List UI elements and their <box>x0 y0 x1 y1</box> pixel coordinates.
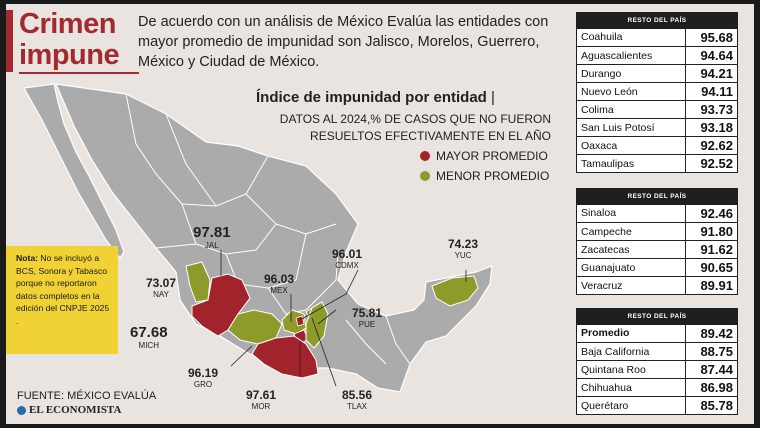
table-row: Campeche 91.80 <box>576 222 738 241</box>
mexico-map <box>23 83 493 393</box>
table-row: Sinaloa 92.46 <box>576 204 738 223</box>
map-label-pue: 75.81 PUE <box>352 306 383 329</box>
table-row: Querétaro 85.78 <box>576 396 738 415</box>
table-row-promedio: Promedio 89.42 <box>576 324 738 343</box>
state-baja-california <box>23 83 125 260</box>
table-row: Oaxaca 92.62 <box>576 136 738 155</box>
accent-bar <box>6 10 13 72</box>
source-text: FUENTE: MÉXICO EVALÚA <box>17 390 157 402</box>
table-header: RESTO DEL PAÍS <box>576 188 738 205</box>
state-yucatan <box>431 275 479 307</box>
legend-label: MENOR PROMEDIO <box>436 169 550 183</box>
legend-dot-green <box>420 171 430 181</box>
table-row: Guanajuato 90.65 <box>576 258 738 277</box>
table-resto-2: RESTO DEL PAÍS Sinaloa 92.46 Campeche 91.8… <box>576 188 738 295</box>
map-label-mex: 96.03 MEX <box>264 272 295 295</box>
map-label-mor: 97.61 MOR <box>246 388 277 411</box>
map-label-jal: 97.81 JAL <box>193 224 231 250</box>
table-row: Zacatecas 91.62 <box>576 240 738 259</box>
leader-lines <box>220 250 467 387</box>
state-michoacan <box>227 309 283 345</box>
table-row: Aguascalientes 94.64 <box>576 46 738 65</box>
state-borders <box>125 93 411 365</box>
table-row: Nuevo León 94.11 <box>576 82 738 101</box>
note-label: Nota: <box>16 253 38 263</box>
table-row: Colima 93.73 <box>576 100 738 119</box>
table-row: Tamaulipas 92.52 <box>576 154 738 173</box>
brand-icon <box>17 405 26 415</box>
table-row: Durango 94.21 <box>576 64 738 83</box>
map-label-nay: 73.07 NAY <box>146 276 177 299</box>
note-box: Nota: No se incluyó a BCS, Sonora y Taba… <box>6 246 118 354</box>
table-row: Chihuahua 86.98 <box>576 378 738 397</box>
table-resto-3: RESTO DEL PAÍS Promedio 89.42 Baja Califo… <box>576 308 738 415</box>
page-title: Crimen impune <box>19 8 120 71</box>
legend-item-menor: MENOR PROMEDIO <box>420 169 549 183</box>
note-text: No se incluyó a BCS, Sonora y Tabasco po… <box>16 253 110 326</box>
table-header: RESTO DEL PAÍS <box>576 308 738 325</box>
table-row: Quintana Roo 87.44 <box>576 360 738 379</box>
table-row: San Luis Potosí 93.18 <box>576 118 738 137</box>
brand-name: EL ECONOMISTA <box>29 404 122 416</box>
legend-item-mayor: MAYOR PROMEDIO <box>420 149 548 163</box>
title-underline <box>19 72 139 74</box>
brand-logo: EL ECONOMISTA <box>17 404 121 416</box>
legend-dot-red <box>420 151 430 161</box>
table-row: Coahuila 95.68 <box>576 28 738 47</box>
intro-text: De acuerdo con un análisis de México Eva… <box>138 14 549 70</box>
table-header: RESTO DEL PAÍS <box>576 12 738 29</box>
state-jalisco <box>191 273 251 337</box>
legend-label: MAYOR PROMEDIO <box>436 149 548 163</box>
map-label-mich: 67.68 MICH <box>130 324 168 350</box>
index-title: Índice de impunidad por entidad | <box>256 89 495 106</box>
index-subtitle: DATOS AL 2024,% DE CASOS QUE NO FUERON R… <box>279 112 551 143</box>
infographic: Crimen impune De acuerdo con un análisis… <box>6 4 754 424</box>
table-row: Baja California 88.75 <box>576 342 738 361</box>
title-line-1: Crimen <box>19 8 116 40</box>
table-row: Veracruz 89.91 <box>576 276 738 295</box>
map-label-yuc: 74.23 YUC <box>448 237 479 260</box>
map-label-gro: 96.19 GRO <box>188 366 219 389</box>
map-mainland <box>55 83 493 393</box>
title-line-2: impune <box>19 39 120 71</box>
map-label-cdmx: 96.01 CDMX <box>332 247 363 270</box>
table-resto-1: RESTO DEL PAÍS Coahuila 95.68 Aguascalien… <box>576 12 738 173</box>
state-guerrero <box>251 335 319 379</box>
map-label-tlax: 85.56 TLAX <box>342 388 373 411</box>
